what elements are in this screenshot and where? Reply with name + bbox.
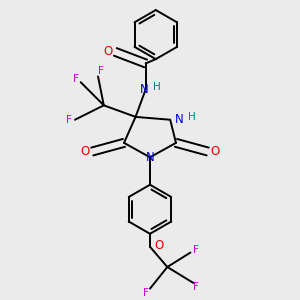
Text: O: O	[103, 45, 113, 58]
Text: N: N	[146, 151, 154, 164]
Text: F: F	[74, 74, 79, 84]
Text: F: F	[66, 115, 72, 125]
Text: O: O	[154, 239, 163, 252]
Text: N: N	[140, 83, 148, 96]
Text: H: H	[188, 112, 196, 122]
Text: N: N	[175, 113, 183, 126]
Text: F: F	[98, 66, 104, 76]
Text: F: F	[143, 288, 148, 298]
Text: F: F	[193, 245, 199, 255]
Text: O: O	[210, 145, 220, 158]
Text: O: O	[80, 145, 90, 158]
Text: H: H	[153, 82, 160, 92]
Text: F: F	[193, 282, 199, 292]
